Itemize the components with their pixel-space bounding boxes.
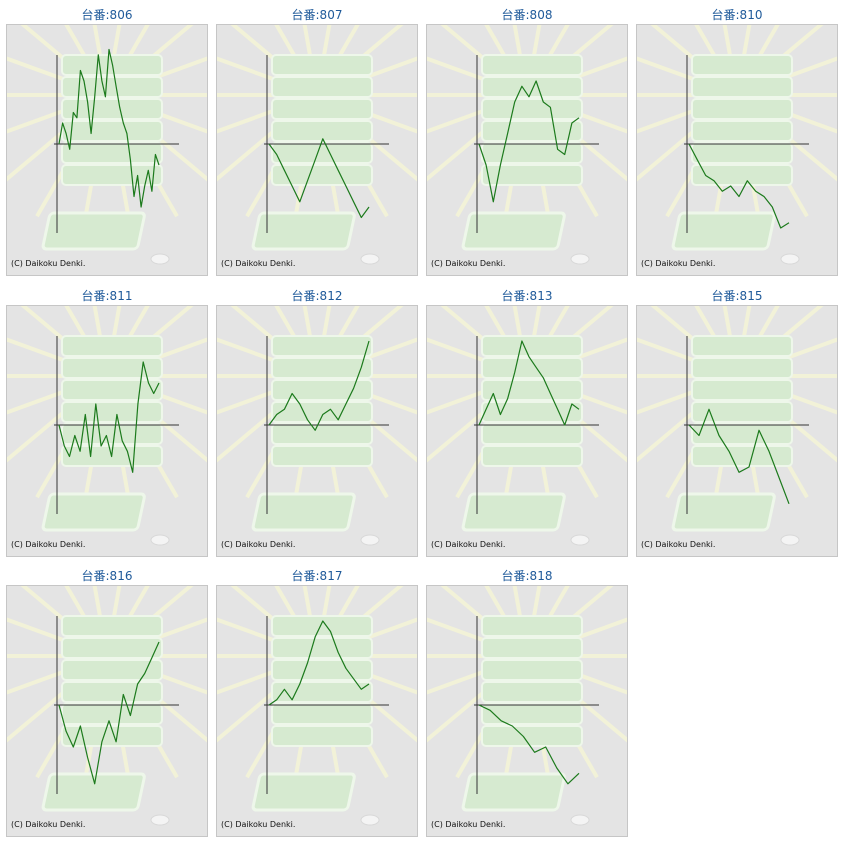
chart-panel: (C) Daikoku Denki. bbox=[6, 24, 208, 276]
line-chart bbox=[427, 25, 627, 265]
line-chart bbox=[7, 25, 207, 265]
machine-chart-card: 台番:818 (C) Daikoku Denki. bbox=[426, 565, 628, 837]
chart-title: 台番:816 bbox=[81, 569, 133, 583]
background-illustration bbox=[427, 306, 627, 546]
copyright-text: (C) Daikoku Denki. bbox=[11, 540, 86, 549]
machine-chart-card: 台番:810 (C) Daikoku Denki. bbox=[636, 4, 838, 276]
series-line bbox=[688, 408, 790, 505]
chart-panel: (C) Daikoku Denki. bbox=[216, 305, 418, 557]
series-line bbox=[268, 620, 370, 706]
machine-chart-card: 台番:811 (C) Daikoku Denki. bbox=[6, 285, 208, 557]
machine-chart-card: 台番:816 (C) Daikoku Denki. bbox=[6, 565, 208, 837]
series-line bbox=[478, 704, 580, 785]
chart-title: 台番:815 bbox=[711, 289, 763, 303]
series-line bbox=[478, 80, 580, 203]
chart-panel: (C) Daikoku Denki. bbox=[216, 585, 418, 837]
chart-panel: (C) Daikoku Denki. bbox=[6, 585, 208, 837]
machine-chart-card: 台番:817 (C) Daikoku Denki. bbox=[216, 565, 418, 837]
background-illustration bbox=[637, 25, 837, 265]
machine-chart-card: 台番:813 (C) Daikoku Denki. bbox=[426, 285, 628, 557]
series-line bbox=[58, 48, 160, 208]
copyright-text: (C) Daikoku Denki. bbox=[221, 540, 296, 549]
copyright-text: (C) Daikoku Denki. bbox=[11, 820, 86, 829]
chart-title: 台番:806 bbox=[81, 8, 133, 22]
machine-chart-card: 台番:812 (C) Daikoku Denki. bbox=[216, 285, 418, 557]
copyright-text: (C) Daikoku Denki. bbox=[221, 259, 296, 268]
chart-panel: (C) Daikoku Denki. bbox=[426, 305, 628, 557]
series-line bbox=[58, 641, 160, 785]
series-line bbox=[688, 143, 790, 229]
series-line bbox=[268, 138, 370, 219]
series-line bbox=[58, 361, 160, 473]
background-illustration bbox=[427, 25, 627, 265]
chart-panel: (C) Daikoku Denki. bbox=[636, 24, 838, 276]
chart-title: 台番:818 bbox=[501, 569, 553, 583]
machine-chart-card: 台番:815 (C) Daikoku Denki. bbox=[636, 285, 838, 557]
chart-panel: (C) Daikoku Denki. bbox=[426, 585, 628, 837]
line-chart bbox=[7, 586, 207, 826]
machine-chart-card: 台番:806 (C) Daikoku Denki. bbox=[6, 4, 208, 276]
series-line bbox=[478, 340, 580, 426]
copyright-text: (C) Daikoku Denki. bbox=[641, 259, 716, 268]
chart-panel: (C) Daikoku Denki. bbox=[636, 305, 838, 557]
chart-title: 台番:812 bbox=[291, 289, 343, 303]
chart-panel: (C) Daikoku Denki. bbox=[6, 305, 208, 557]
chart-title: 台番:817 bbox=[291, 569, 343, 583]
chart-panel: (C) Daikoku Denki. bbox=[216, 24, 418, 276]
line-chart bbox=[217, 25, 417, 265]
chart-title: 台番:810 bbox=[711, 8, 763, 22]
line-chart bbox=[427, 586, 627, 826]
chart-title: 台番:807 bbox=[291, 8, 343, 22]
copyright-text: (C) Daikoku Denki. bbox=[431, 259, 506, 268]
machine-chart-card: 台番:808 (C) Daikoku Denki. bbox=[426, 4, 628, 276]
chart-title: 台番:811 bbox=[81, 289, 133, 303]
copyright-text: (C) Daikoku Denki. bbox=[11, 259, 86, 268]
background-illustration bbox=[217, 586, 417, 826]
chart-title: 台番:813 bbox=[501, 289, 553, 303]
chart-title: 台番:808 bbox=[501, 8, 553, 22]
line-chart bbox=[217, 586, 417, 826]
line-chart bbox=[637, 306, 837, 546]
background-illustration bbox=[217, 306, 417, 546]
background-illustration bbox=[637, 306, 837, 546]
line-chart bbox=[7, 306, 207, 546]
copyright-text: (C) Daikoku Denki. bbox=[431, 540, 506, 549]
line-chart bbox=[217, 306, 417, 546]
background-illustration bbox=[427, 586, 627, 826]
copyright-text: (C) Daikoku Denki. bbox=[431, 820, 506, 829]
copyright-text: (C) Daikoku Denki. bbox=[221, 820, 296, 829]
series-line bbox=[268, 340, 370, 431]
line-chart bbox=[427, 306, 627, 546]
line-chart bbox=[637, 25, 837, 265]
copyright-text: (C) Daikoku Denki. bbox=[641, 540, 716, 549]
chart-panel: (C) Daikoku Denki. bbox=[426, 24, 628, 276]
background-illustration bbox=[217, 25, 417, 265]
machine-chart-card: 台番:807 (C) Daikoku Denki. bbox=[216, 4, 418, 276]
